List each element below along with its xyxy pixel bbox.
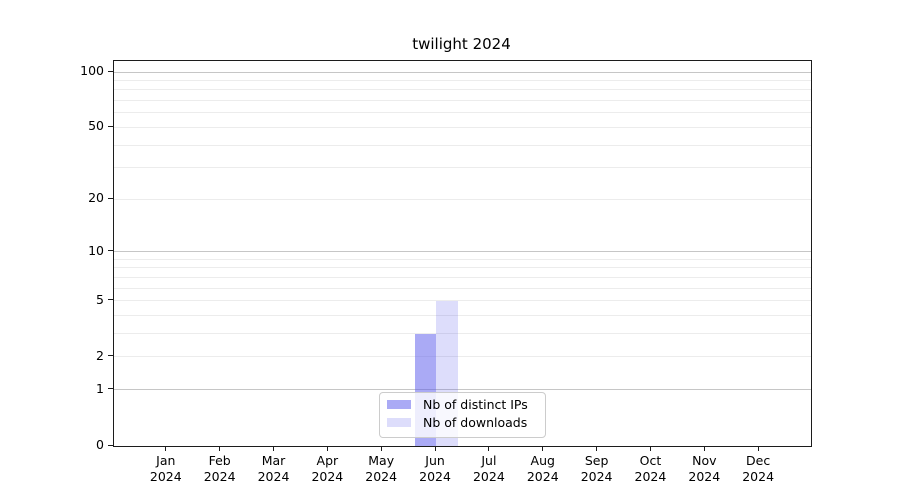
gridline-major <box>114 389 811 391</box>
gridline-minor <box>114 144 811 146</box>
x-tick-label: Nov 2024 <box>672 453 736 485</box>
legend-label: Nb of distinct IPs <box>423 397 528 412</box>
gridline-minor <box>114 333 811 335</box>
y-tick-mark <box>108 125 113 127</box>
x-tick-year: 2024 <box>149 469 182 484</box>
x-tick-year: 2024 <box>580 469 613 484</box>
x-tick-month: Jul <box>481 453 497 468</box>
x-tick-mark <box>380 446 382 451</box>
x-tick-label: Sep 2024 <box>565 453 629 485</box>
x-tick-mark <box>219 446 221 451</box>
x-tick-mark <box>326 446 328 451</box>
y-tick-mark <box>108 70 113 72</box>
x-tick-month: Sep <box>584 453 609 468</box>
x-tick-month: Nov <box>692 453 717 468</box>
gridline-minor <box>114 126 811 128</box>
x-tick-month: Aug <box>530 453 555 468</box>
gridline-minor <box>114 356 811 358</box>
plot-area: Nb of distinct IPs Nb of downloads <box>113 60 812 447</box>
x-tick-mark <box>165 446 167 451</box>
x-tick-mark <box>596 446 598 451</box>
x-tick-label: Jan 2024 <box>134 453 198 485</box>
gridline-minor <box>114 198 811 200</box>
y-tick-label: 50 <box>88 118 104 134</box>
x-tick-label: Mar 2024 <box>242 453 306 485</box>
x-tick-year: 2024 <box>526 469 559 484</box>
chart-title: twilight 2024 <box>412 35 511 53</box>
gridline-minor <box>114 300 811 302</box>
x-tick-mark <box>649 446 651 451</box>
gridline-minor <box>114 89 811 91</box>
legend-row: Nb of downloads <box>387 415 537 430</box>
y-tick-mark <box>108 250 113 252</box>
x-tick-month: May <box>368 453 395 468</box>
x-tick-mark <box>757 446 759 451</box>
x-tick-year: 2024 <box>365 469 398 484</box>
x-tick-label: May 2024 <box>349 453 413 485</box>
gridline-major <box>114 251 811 253</box>
y-tick-label: 1 <box>96 380 104 396</box>
y-tick-mark <box>108 388 113 390</box>
x-tick-year: 2024 <box>311 469 344 484</box>
legend-label: Nb of downloads <box>423 415 528 430</box>
y-tick-label: 10 <box>88 242 104 258</box>
x-tick-year: 2024 <box>203 469 236 484</box>
x-tick-label: Dec 2024 <box>726 453 790 485</box>
gridline-major <box>114 71 811 73</box>
gridline-minor <box>114 258 811 260</box>
x-tick-label: Feb 2024 <box>188 453 252 485</box>
gridline-minor <box>114 79 811 81</box>
x-tick-year: 2024 <box>688 469 721 484</box>
y-tick-label: 100 <box>80 63 104 78</box>
gridline-minor <box>114 315 811 317</box>
x-tick-month: Jan <box>156 453 176 468</box>
x-tick-year: 2024 <box>257 469 290 484</box>
y-tick-mark <box>108 197 113 199</box>
x-tick-label: Jun 2024 <box>403 453 467 485</box>
x-tick-month: Oct <box>639 453 662 468</box>
x-tick-label: Oct 2024 <box>618 453 682 485</box>
x-tick-mark <box>273 446 274 451</box>
x-tick-label: Apr 2024 <box>295 453 359 485</box>
x-tick-year: 2024 <box>634 469 667 484</box>
y-tick-mark <box>108 355 113 357</box>
y-tick-mark <box>108 444 113 446</box>
x-tick-month: Apr <box>316 453 339 468</box>
y-tick-label: 2 <box>96 347 104 363</box>
x-tick-mark <box>434 446 436 451</box>
x-tick-mark <box>703 446 705 451</box>
gridline-minor <box>114 267 811 269</box>
legend-swatch <box>387 400 411 409</box>
legend-row: Nb of distinct IPs <box>387 397 537 412</box>
y-tick-label: 0 <box>96 437 104 452</box>
x-tick-month: Jun <box>425 453 445 468</box>
legend: Nb of distinct IPs Nb of downloads <box>379 392 546 438</box>
y-tick-label: 20 <box>88 190 104 206</box>
gridline-minor <box>114 167 811 169</box>
gridline-minor <box>114 112 811 114</box>
x-tick-label: Aug 2024 <box>511 453 575 485</box>
gridline-minor <box>114 100 811 102</box>
x-tick-year: 2024 <box>472 469 505 484</box>
x-tick-month: Feb <box>208 453 231 468</box>
x-tick-month: Mar <box>261 453 286 468</box>
x-tick-year: 2024 <box>742 469 775 484</box>
x-tick-year: 2024 <box>419 469 451 484</box>
x-tick-mark <box>542 446 544 451</box>
x-tick-label: Jul 2024 <box>457 453 521 485</box>
y-tick-mark <box>108 299 113 301</box>
x-tick-month: Dec <box>746 453 771 468</box>
legend-swatch <box>387 418 411 427</box>
x-tick-mark <box>488 446 490 451</box>
gridline-minor <box>114 287 811 289</box>
gridline-minor <box>114 276 811 278</box>
y-tick-label: 5 <box>96 291 104 307</box>
